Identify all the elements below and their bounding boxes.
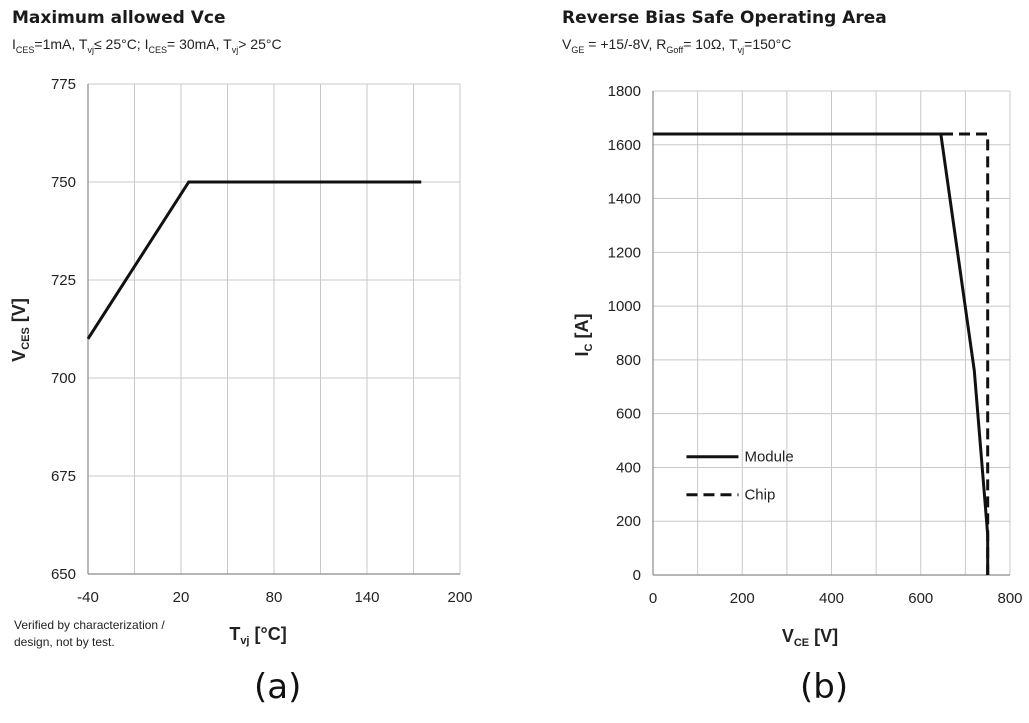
chart-b-ytick-label: 0 <box>633 567 641 584</box>
legend-label-chip: Chip <box>744 487 775 504</box>
chart-b-ytick-label: 1200 <box>608 244 641 261</box>
chart-b-ytick-label: 1400 <box>608 191 641 208</box>
chart-b-series-chip-line <box>653 132 990 575</box>
chart-a-series-0-line <box>86 180 422 340</box>
chart-b: 0 200 400 600 800 1000 1200 1400 1600 1800 0 200 400… <box>572 83 1023 649</box>
panel-label-b: (b) <box>800 667 849 707</box>
legend-label-module: Module <box>744 449 793 466</box>
chart-a-xtick-label: 20 <box>173 589 190 606</box>
chart-b-ytick-label: 1600 <box>608 137 641 154</box>
chart-b-ytick-label: 800 <box>616 352 641 369</box>
chart-b-ytick-label: 1000 <box>608 298 641 315</box>
chart-b-title: Reverse Bias Safe Operating Area <box>562 8 887 28</box>
chart-a-xtick-label: 200 <box>447 589 472 606</box>
chart-a-ytick-label: 675 <box>51 468 76 485</box>
chart-a-xtick-label: 80 <box>266 589 283 606</box>
chart-a-xtick-label: 140 <box>354 589 379 606</box>
chart-a: 650 675 700 725 750 775 -40 20 80 140 200 Tvj [°C] V… <box>9 76 473 647</box>
chart-a-note-line-2: design, not by test. <box>14 635 115 649</box>
chart-a-note: Verified by characterization / design, n… <box>14 617 165 651</box>
chart-b-xtick-label: 400 <box>819 590 844 607</box>
chart-a-y-axis-label: VCES [V] <box>9 298 32 362</box>
chart-b-y-axis-label: IC [A] <box>572 314 595 357</box>
chart-a-title: Maximum allowed Vce <box>12 8 226 28</box>
chart-b-xtick-label: 800 <box>997 590 1022 607</box>
chart-a-note-line-1: Verified by characterization / <box>14 618 165 632</box>
chart-a-ytick-label: 775 <box>51 76 76 93</box>
chart-b-ytick-label: 600 <box>616 406 641 423</box>
chart-a-subtitle: ICES=1mA, Tvj≤ 25°C; ICES= 30mA, Tvj> 25… <box>12 36 282 55</box>
chart-b-x-axis-label: VCE [V] <box>782 626 838 649</box>
chart-b-xtick-label: 200 <box>730 590 755 607</box>
chart-b-xtick-label: 600 <box>908 590 933 607</box>
chart-b-xtick-label: 0 <box>649 590 657 607</box>
chart-b-subtitle: VGE = +15/-8V, RGoff= 10Ω, Tvj=150°C <box>562 36 792 55</box>
chart-a-ytick-label: 650 <box>51 566 76 583</box>
chart-b-ytick-label: 1800 <box>608 83 641 100</box>
chart-a-x-axis-label: Tvj [°C] <box>229 624 286 647</box>
chart-a-ytick-label: 725 <box>51 272 76 289</box>
chart-a-ytick-label: 750 <box>51 174 76 191</box>
panel-label-a: (a) <box>254 667 302 707</box>
chart-b-series-module-line <box>653 132 990 575</box>
chart-a-xtick-label: -40 <box>77 589 99 606</box>
chart-b-ytick-label: 400 <box>616 459 641 476</box>
chart-a-ytick-label: 700 <box>51 370 76 387</box>
chart-b-ytick-label: 200 <box>616 513 641 530</box>
